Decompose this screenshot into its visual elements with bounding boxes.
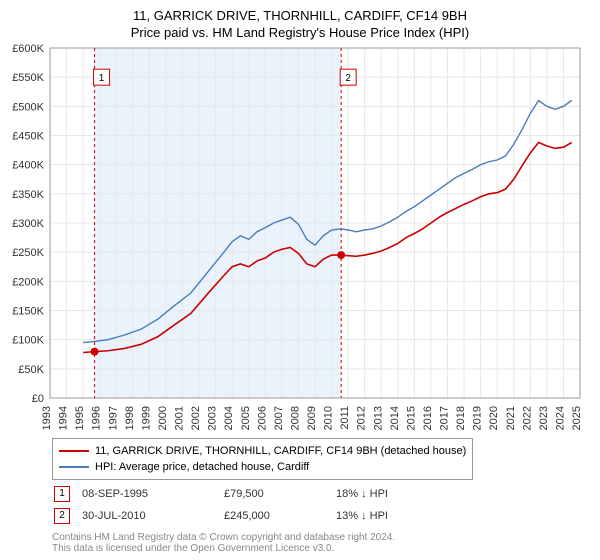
transaction-date: 08-SEP-1995	[82, 484, 222, 504]
transaction-marker: 1	[54, 486, 70, 502]
svg-text:£300K: £300K	[12, 218, 44, 230]
chart-container: 11, GARRICK DRIVE, THORNHILL, CARDIFF, C…	[0, 0, 600, 560]
svg-text:2013: 2013	[372, 406, 384, 430]
svg-text:2017: 2017	[439, 406, 451, 430]
svg-text:2024: 2024	[554, 406, 566, 430]
svg-text:£450K: £450K	[12, 131, 44, 143]
legend-swatch	[59, 450, 89, 452]
transaction-delta: 13% ↓ HPI	[336, 506, 398, 526]
svg-text:2003: 2003	[207, 406, 219, 430]
svg-text:£400K: £400K	[12, 160, 44, 172]
svg-text:2006: 2006	[256, 406, 268, 430]
svg-text:£600K: £600K	[12, 43, 44, 55]
transaction-row: 1 08-SEP-1995£79,50018% ↓ HPI	[54, 484, 398, 504]
legend-label: 11, GARRICK DRIVE, THORNHILL, CARDIFF, C…	[95, 445, 466, 457]
svg-text:2010: 2010	[323, 406, 335, 430]
legend-item: 11, GARRICK DRIVE, THORNHILL, CARDIFF, C…	[59, 443, 466, 459]
svg-text:£550K: £550K	[12, 72, 44, 84]
svg-text:2015: 2015	[405, 406, 417, 430]
copyright-line: This data is licensed under the Open Gov…	[52, 543, 395, 554]
legend-swatch	[59, 466, 89, 468]
svg-text:2008: 2008	[289, 406, 301, 430]
svg-text:2007: 2007	[273, 406, 285, 430]
svg-text:1: 1	[99, 73, 105, 84]
svg-text:£50K: £50K	[18, 364, 44, 376]
svg-text:1994: 1994	[58, 406, 70, 430]
svg-text:2000: 2000	[157, 406, 169, 430]
transaction-row: 2 30-JUL-2010£245,00013% ↓ HPI	[54, 506, 398, 526]
copyright-line: Contains HM Land Registry data © Crown c…	[52, 532, 395, 543]
svg-text:2004: 2004	[223, 406, 235, 430]
transaction-date: 30-JUL-2010	[82, 506, 222, 526]
svg-text:£250K: £250K	[12, 247, 44, 259]
svg-text:2021: 2021	[505, 406, 517, 430]
chart-title-line2: Price paid vs. HM Land Registry's House …	[0, 23, 600, 40]
chart-title-line1: 11, GARRICK DRIVE, THORNHILL, CARDIFF, C…	[0, 0, 600, 23]
svg-text:1997: 1997	[107, 406, 119, 430]
svg-text:£0: £0	[32, 393, 44, 405]
svg-text:2016: 2016	[422, 406, 434, 430]
svg-text:2019: 2019	[472, 406, 484, 430]
svg-text:2018: 2018	[455, 406, 467, 430]
svg-text:2005: 2005	[240, 406, 252, 430]
svg-text:2001: 2001	[174, 406, 186, 430]
svg-text:2020: 2020	[488, 406, 500, 430]
svg-text:£150K: £150K	[12, 306, 44, 318]
svg-text:2012: 2012	[356, 406, 368, 430]
svg-text:2025: 2025	[571, 406, 583, 430]
transaction-price: £79,500	[224, 484, 334, 504]
transaction-price: £245,000	[224, 506, 334, 526]
svg-text:2009: 2009	[306, 406, 318, 430]
svg-text:2022: 2022	[521, 406, 533, 430]
copyright-notice: Contains HM Land Registry data © Crown c…	[52, 532, 395, 554]
svg-text:£500K: £500K	[12, 101, 44, 113]
svg-text:2: 2	[345, 73, 351, 84]
legend-label: HPI: Average price, detached house, Card…	[95, 461, 309, 473]
svg-text:2011: 2011	[339, 406, 351, 430]
transaction-table: 1 08-SEP-1995£79,50018% ↓ HPI 2 30-JUL-2010…	[52, 482, 400, 528]
legend-item: HPI: Average price, detached house, Card…	[59, 459, 466, 475]
transaction-marker: 2	[54, 508, 70, 524]
svg-text:2002: 2002	[190, 406, 202, 430]
svg-text:£200K: £200K	[12, 276, 44, 288]
svg-text:£350K: £350K	[12, 189, 44, 201]
svg-text:1995: 1995	[74, 406, 86, 430]
svg-text:1993: 1993	[41, 406, 53, 430]
svg-text:1996: 1996	[91, 406, 103, 430]
svg-text:1999: 1999	[140, 406, 152, 430]
svg-text:£100K: £100K	[12, 335, 44, 347]
price-chart: £0 £50K £100K £150K £200K £250K £300K £350K £400…	[0, 40, 600, 440]
svg-text:2014: 2014	[389, 406, 401, 430]
chart-legend: 11, GARRICK DRIVE, THORNHILL, CARDIFF, C…	[52, 438, 473, 480]
transaction-delta: 18% ↓ HPI	[336, 484, 398, 504]
svg-text:2023: 2023	[538, 406, 550, 430]
svg-text:1998: 1998	[124, 406, 136, 430]
